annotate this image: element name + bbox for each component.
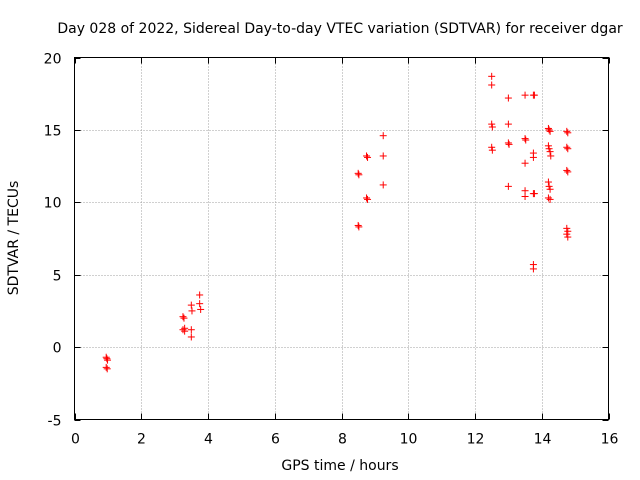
data-point (197, 305, 205, 313)
data-point (544, 178, 552, 186)
data-point (564, 233, 572, 241)
data-point (504, 182, 512, 190)
data-point (379, 181, 387, 189)
data-point (179, 313, 187, 321)
data-point (102, 363, 110, 371)
data-point (103, 365, 111, 373)
data-point (529, 153, 537, 161)
data-point (546, 148, 554, 156)
plot-frame (74, 57, 609, 420)
data-point (563, 230, 571, 238)
data-point (546, 195, 554, 203)
data-point (544, 142, 552, 150)
data-point (544, 194, 552, 202)
y-tick-label: 10 (44, 196, 62, 212)
data-point (488, 123, 496, 131)
data-point (544, 124, 552, 132)
data-point (547, 152, 555, 160)
data-point (545, 126, 553, 134)
data-point (545, 182, 553, 190)
data-point (488, 143, 496, 151)
data-points (102, 72, 572, 373)
data-point (364, 195, 372, 203)
data-point (102, 353, 110, 361)
data-point (564, 145, 572, 153)
data-point (355, 171, 363, 179)
data-point (187, 326, 195, 334)
x-tick-label: 12 (467, 432, 485, 448)
data-point (488, 81, 496, 89)
x-tick-label: 14 (534, 432, 552, 448)
data-point (546, 185, 554, 193)
y-tick-label: 15 (44, 124, 62, 140)
data-point (181, 327, 189, 335)
x-tick-label: 16 (601, 432, 619, 448)
data-point (187, 301, 195, 309)
data-point (354, 169, 362, 177)
axis-ticks: 0 2 4 6 8 10 12 14 16 -5 0 5 10 15 20 (44, 52, 619, 448)
data-point (180, 314, 188, 322)
data-point (505, 140, 513, 148)
x-tick-label: 0 (71, 432, 80, 448)
data-point (379, 152, 387, 160)
chart-title: Day 028 of 2022, Sidereal Day-to-day VTE… (57, 21, 623, 37)
data-point (521, 193, 529, 201)
data-point (530, 190, 538, 198)
data-point (179, 326, 187, 334)
data-point (521, 91, 529, 99)
data-point (546, 127, 554, 135)
x-tick-label: 6 (271, 432, 280, 448)
y-tick-label: -5 (48, 414, 62, 430)
data-point (488, 146, 496, 154)
y-axis-label: SDTVAR / TECUs (6, 181, 22, 296)
data-point (522, 136, 530, 144)
y-tick-label: 0 (53, 341, 62, 357)
data-point (196, 300, 204, 308)
x-axis-label: GPS time / hours (281, 458, 398, 474)
y-tick-label: 20 (44, 52, 62, 68)
data-point (488, 72, 496, 80)
data-point (355, 223, 363, 231)
data-point (104, 356, 112, 364)
data-point (529, 265, 537, 273)
data-point (187, 333, 195, 341)
grid (74, 57, 609, 420)
data-point (363, 194, 371, 202)
x-tick-label: 2 (137, 432, 146, 448)
data-point (504, 120, 512, 128)
data-point (563, 143, 571, 151)
data-point (504, 139, 512, 147)
data-point (354, 221, 362, 229)
data-point (188, 307, 196, 315)
data-point (564, 168, 572, 176)
data-point (488, 120, 496, 128)
x-tick-label: 4 (204, 432, 213, 448)
data-point (363, 152, 371, 160)
data-point (521, 159, 529, 167)
data-point (379, 132, 387, 140)
data-point (521, 135, 529, 143)
data-point (196, 291, 204, 299)
data-point (530, 91, 538, 99)
data-point (563, 127, 571, 135)
y-tick-label: 5 (53, 269, 62, 285)
data-point (364, 153, 372, 161)
data-point (504, 94, 512, 102)
data-point (545, 145, 553, 153)
data-point (563, 166, 571, 174)
data-point (564, 129, 572, 137)
x-tick-label: 10 (400, 432, 418, 448)
data-point (103, 355, 111, 363)
x-tick-label: 8 (338, 432, 347, 448)
